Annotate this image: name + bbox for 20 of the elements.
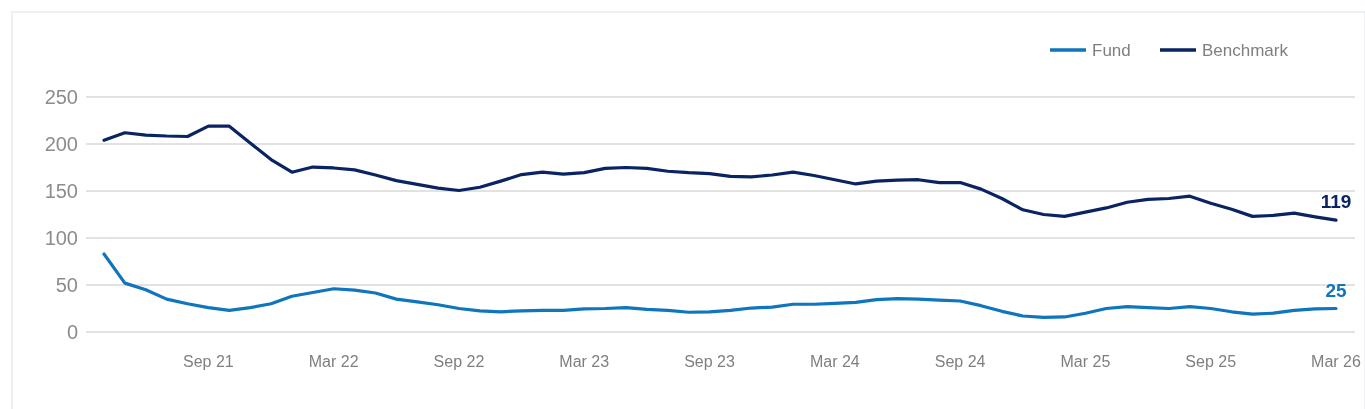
- y-tick-label: 250: [44, 86, 78, 108]
- x-tick-label: Sep 21: [183, 353, 234, 370]
- x-tick-label: Sep 24: [934, 353, 986, 370]
- x-tick-label: Mar 24: [809, 353, 860, 370]
- y-tick-label: 100: [44, 227, 78, 249]
- x-tick-label: Sep 25: [1185, 353, 1237, 370]
- legend-label: Benchmark: [1202, 40, 1289, 60]
- x-tick-label: Sep 23: [684, 353, 736, 370]
- x-tick-label: Mar 22: [308, 353, 359, 370]
- legend-label: Fund: [1092, 40, 1131, 60]
- x-tick-label: Mar 25: [1060, 353, 1111, 370]
- x-tick-label: Mar 26: [1311, 353, 1361, 370]
- data-label: 25: [1325, 279, 1347, 301]
- y-tick-label: 0: [66, 321, 78, 343]
- data-label: 119: [1320, 191, 1352, 213]
- y-tick-label: 50: [55, 274, 78, 296]
- y-tick-label: 150: [44, 180, 78, 202]
- x-tick-label: Mar 23: [559, 353, 610, 370]
- x-tick-label: Sep 22: [433, 353, 485, 370]
- y-tick-label: 200: [44, 133, 78, 155]
